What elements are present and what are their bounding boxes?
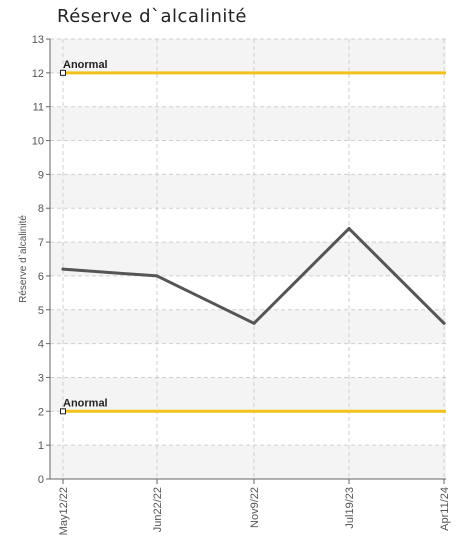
- x-tick-label: May12/22: [58, 487, 70, 535]
- reference-marker: [60, 408, 66, 415]
- reference-label: Anormal: [63, 59, 108, 71]
- y-tick-label: 4: [38, 339, 44, 351]
- background-band: [50, 309, 446, 344]
- background-band: [50, 242, 446, 276]
- y-tick-label: 13: [32, 34, 44, 46]
- background-band: [50, 39, 446, 73]
- background-band: [50, 445, 446, 479]
- data-point: [155, 274, 159, 278]
- y-tick-label: 0: [38, 474, 44, 486]
- y-tick-label: 10: [32, 136, 44, 148]
- x-tick-label: Apr11/24: [439, 487, 451, 531]
- y-axis-label: Réserve d`alcalinité: [17, 215, 29, 303]
- data-series: [61, 227, 446, 325]
- background-band: [50, 174, 446, 209]
- x-tick-label: Jun22/22: [152, 487, 164, 532]
- y-tick-label: 11: [33, 102, 44, 114]
- y-tick-label: 12: [32, 68, 44, 80]
- background-band: [50, 377, 446, 412]
- axes: [49, 39, 446, 480]
- y-tick-label: 3: [38, 372, 44, 384]
- y-tick-label: 2: [38, 406, 44, 418]
- y-tick-label: 5: [38, 305, 44, 317]
- y-tick-label: 9: [38, 169, 44, 181]
- y-tick-label: 1: [38, 440, 44, 452]
- y-tick-label: 6: [38, 271, 44, 283]
- x-tick-label: Jul19/23: [344, 487, 356, 529]
- data-point: [442, 321, 446, 325]
- data-point: [61, 267, 65, 271]
- data-point: [347, 227, 351, 231]
- y-tick-label: 7: [38, 237, 44, 249]
- chart-title: Réserve d`alcalinité: [57, 6, 247, 27]
- x-tick-label: Nov9/22: [249, 487, 261, 528]
- reference-label: Anormal: [63, 397, 108, 409]
- reference-marker: [60, 69, 66, 76]
- background-band: [50, 106, 446, 141]
- x-axis-ticks: May12/22 Jun22/22 Nov9/22 Jul19/23 Apr11/24: [58, 479, 451, 535]
- background-bands: [50, 39, 446, 479]
- y-tick-label: 8: [38, 203, 44, 215]
- data-point: [252, 321, 256, 325]
- reference-lines: Anormal Anormal: [60, 59, 446, 415]
